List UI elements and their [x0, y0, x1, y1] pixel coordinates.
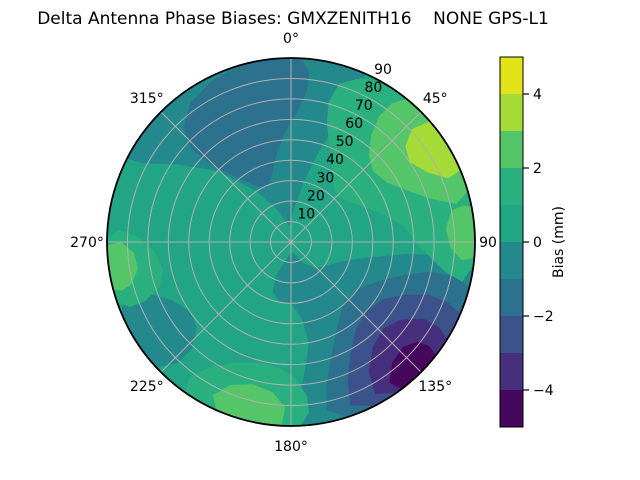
contour-region-se-neg5	[389, 341, 436, 389]
r-tick-label-50: 50	[336, 134, 354, 150]
grid-spoke	[160, 241, 292, 373]
colorbar-axis-label: Bias (mm)	[551, 206, 567, 278]
theta-label-225: 225°	[130, 379, 164, 395]
colorbar-segment	[500, 279, 523, 317]
colorbar-segment	[500, 168, 523, 206]
r-tick-label-90: 90	[374, 62, 392, 78]
theta-label-315: 315°	[130, 91, 164, 107]
theta-label-135: 135°	[418, 379, 452, 395]
colorbar-segment	[500, 316, 523, 354]
colorbar-tick-label: 2	[533, 161, 542, 177]
r-tick-label-80: 80	[365, 80, 383, 96]
colorbar-segment	[500, 131, 523, 169]
r-tick-label-10: 10	[297, 206, 315, 222]
colorbar-segment	[500, 390, 523, 428]
colorbar-segment	[500, 353, 523, 391]
colorbar-segment	[500, 57, 523, 95]
r-tick-label-60: 60	[345, 116, 363, 132]
r-tick-label-20: 20	[307, 188, 325, 204]
contour-region-ne-pos4	[405, 121, 461, 179]
theta-label-270: 270°	[70, 235, 104, 251]
colorbar-tick-label: −4	[533, 383, 554, 399]
colorbar-tick-label: 4	[533, 87, 542, 103]
colorbar-segment	[500, 205, 523, 243]
r-tick-label-40: 40	[326, 152, 344, 168]
grid-spoke	[290, 111, 422, 243]
grid-spoke	[160, 111, 292, 243]
colorbar-segment	[500, 242, 523, 280]
theta-label-45: 45°	[423, 91, 448, 107]
plot-outline	[106, 57, 476, 427]
theta-label-90: 90	[479, 235, 497, 251]
grid-spoke	[290, 241, 422, 373]
contour-region-lowerleft-neg1	[120, 293, 197, 368]
colorbar-tick-label: 0	[533, 235, 542, 251]
colorbar-tick-label: −2	[533, 309, 554, 325]
colorbar-segment	[500, 94, 523, 132]
contour-region-upperleft-neg2	[183, 58, 309, 188]
contour-region-left-pos3	[107, 242, 138, 291]
theta-label-0: 0°	[283, 31, 299, 47]
chart-title: Delta Antenna Phase Biases: GMXZENITH16 …	[37, 9, 549, 29]
r-tick-label-70: 70	[355, 98, 373, 114]
theta-label-180: 180°	[274, 439, 308, 455]
r-tick-label-30: 30	[317, 170, 335, 186]
